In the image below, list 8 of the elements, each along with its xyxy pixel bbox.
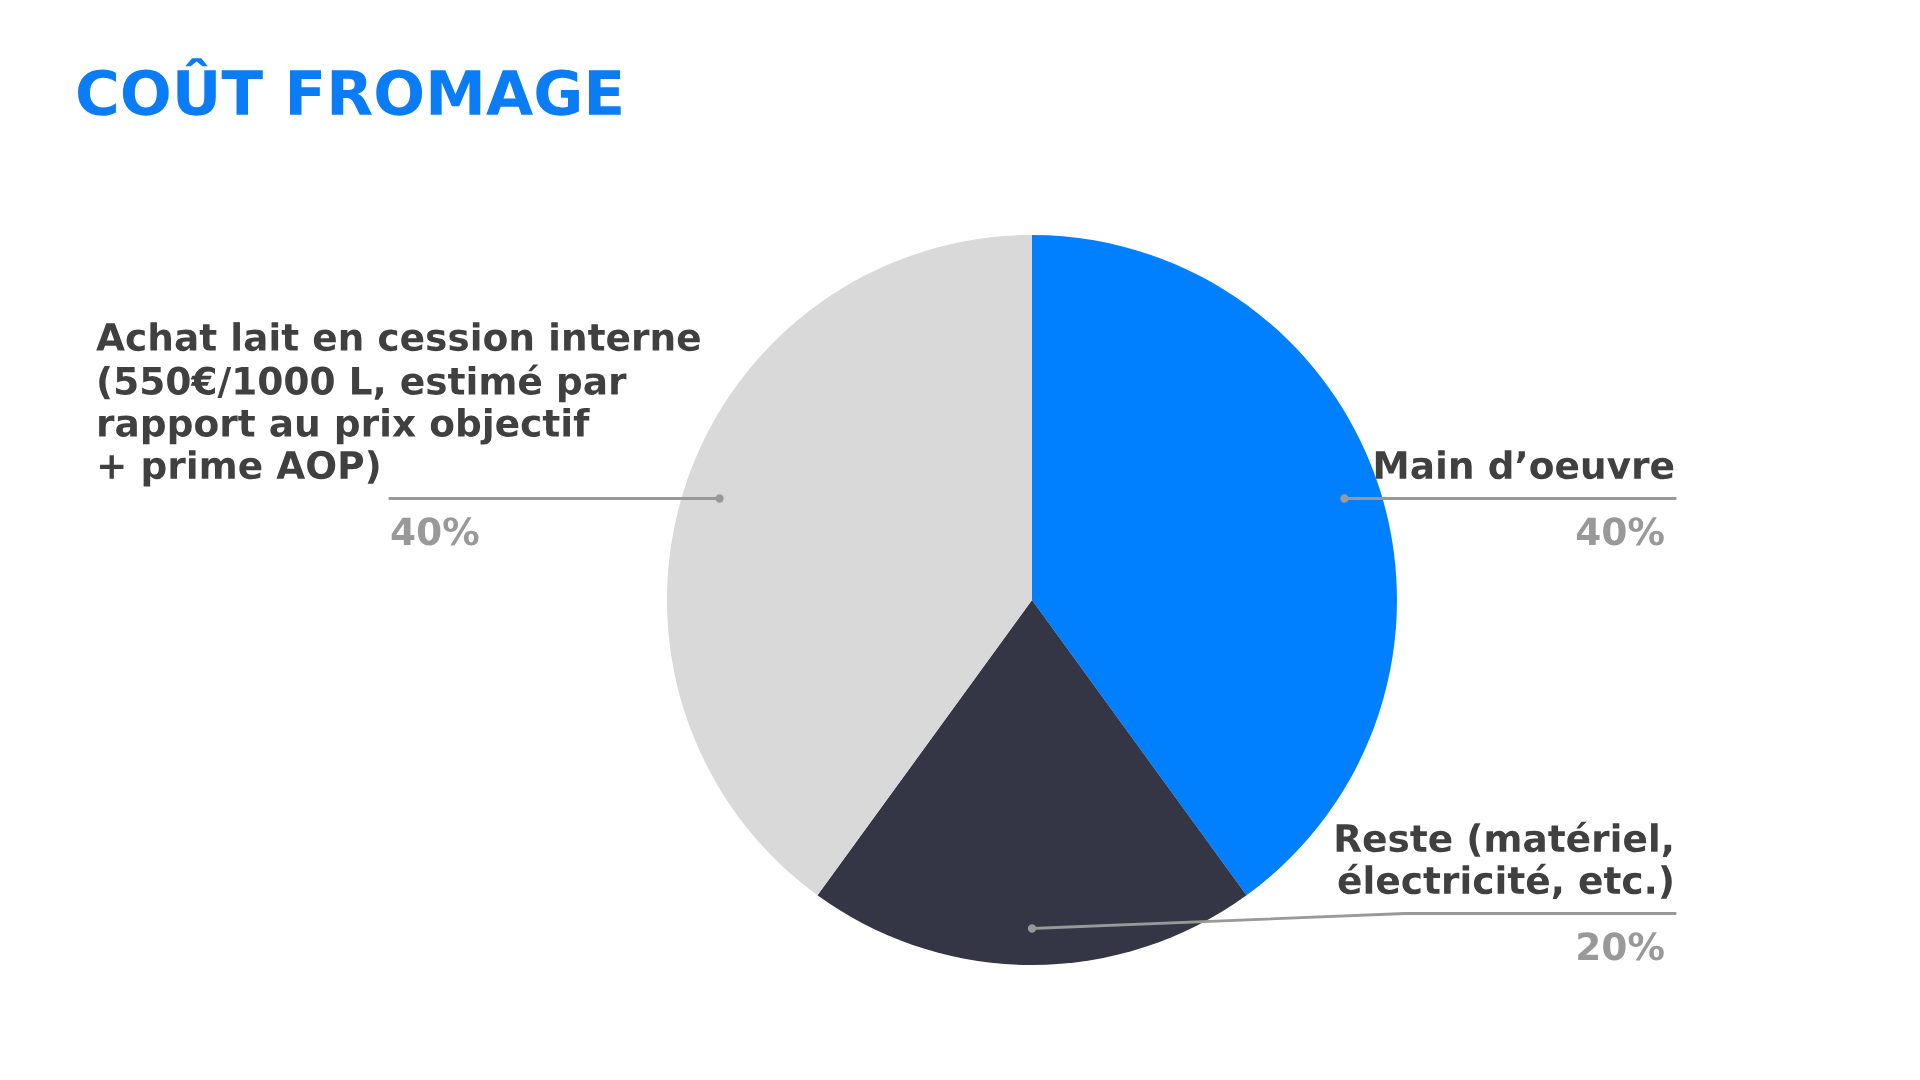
data-label: 40% — [391, 517, 479, 546]
data-label: 40% — [1576, 517, 1664, 546]
slice-label: Achat lait en cession interne (550€/1000 L, estimé par rapport au prix objectif + prime AOP) — [96, 322, 700, 487]
pie-slice — [817, 600, 1247, 965]
chart-title: COÛT FROMAGE — [78, 58, 621, 116]
slice-label: Reste (matériel, électricité, etc.) — [1336, 821, 1672, 900]
slice-label: Main d’oeuvre — [1375, 450, 1674, 480]
data-label: 20% — [1578, 932, 1664, 961]
